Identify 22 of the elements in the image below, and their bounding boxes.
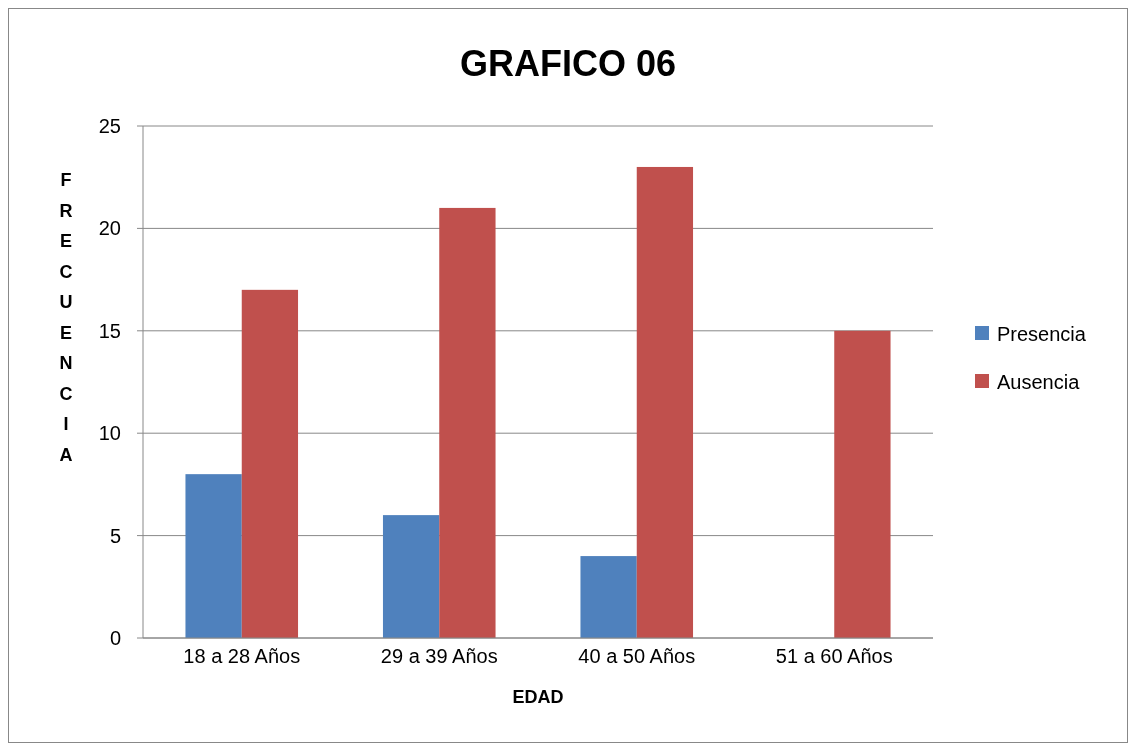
bar [580, 556, 637, 638]
x-tick-label: 40 a 50 Años [578, 645, 696, 667]
y-tick-label: 0 [109, 627, 121, 649]
y-tick-label: 5 [109, 524, 121, 547]
bar [241, 289, 299, 638]
x-tick-label: 18 a 28 Años [183, 645, 301, 667]
y-tick-label: 15 [98, 319, 121, 342]
legend-label: Presencia [997, 323, 1087, 345]
x-tick-label: 51 a 60 Años [775, 645, 893, 667]
legend-label: Ausencia [997, 371, 1081, 393]
bar [439, 207, 496, 638]
bar [382, 515, 440, 638]
chart-title: GRAFICO 06 [459, 43, 677, 84]
x-axis-title: EDAD [512, 687, 564, 707]
bar [185, 474, 242, 638]
text: FRECUENCIA [59, 170, 73, 465]
x-tick-label: 29 a 39 Años [380, 645, 498, 667]
y-tick-label: 10 [98, 422, 121, 445]
bar [636, 166, 694, 638]
y-tick-label: 25 [98, 115, 121, 137]
y-tick-label: 20 [98, 217, 121, 240]
bar [834, 330, 891, 638]
